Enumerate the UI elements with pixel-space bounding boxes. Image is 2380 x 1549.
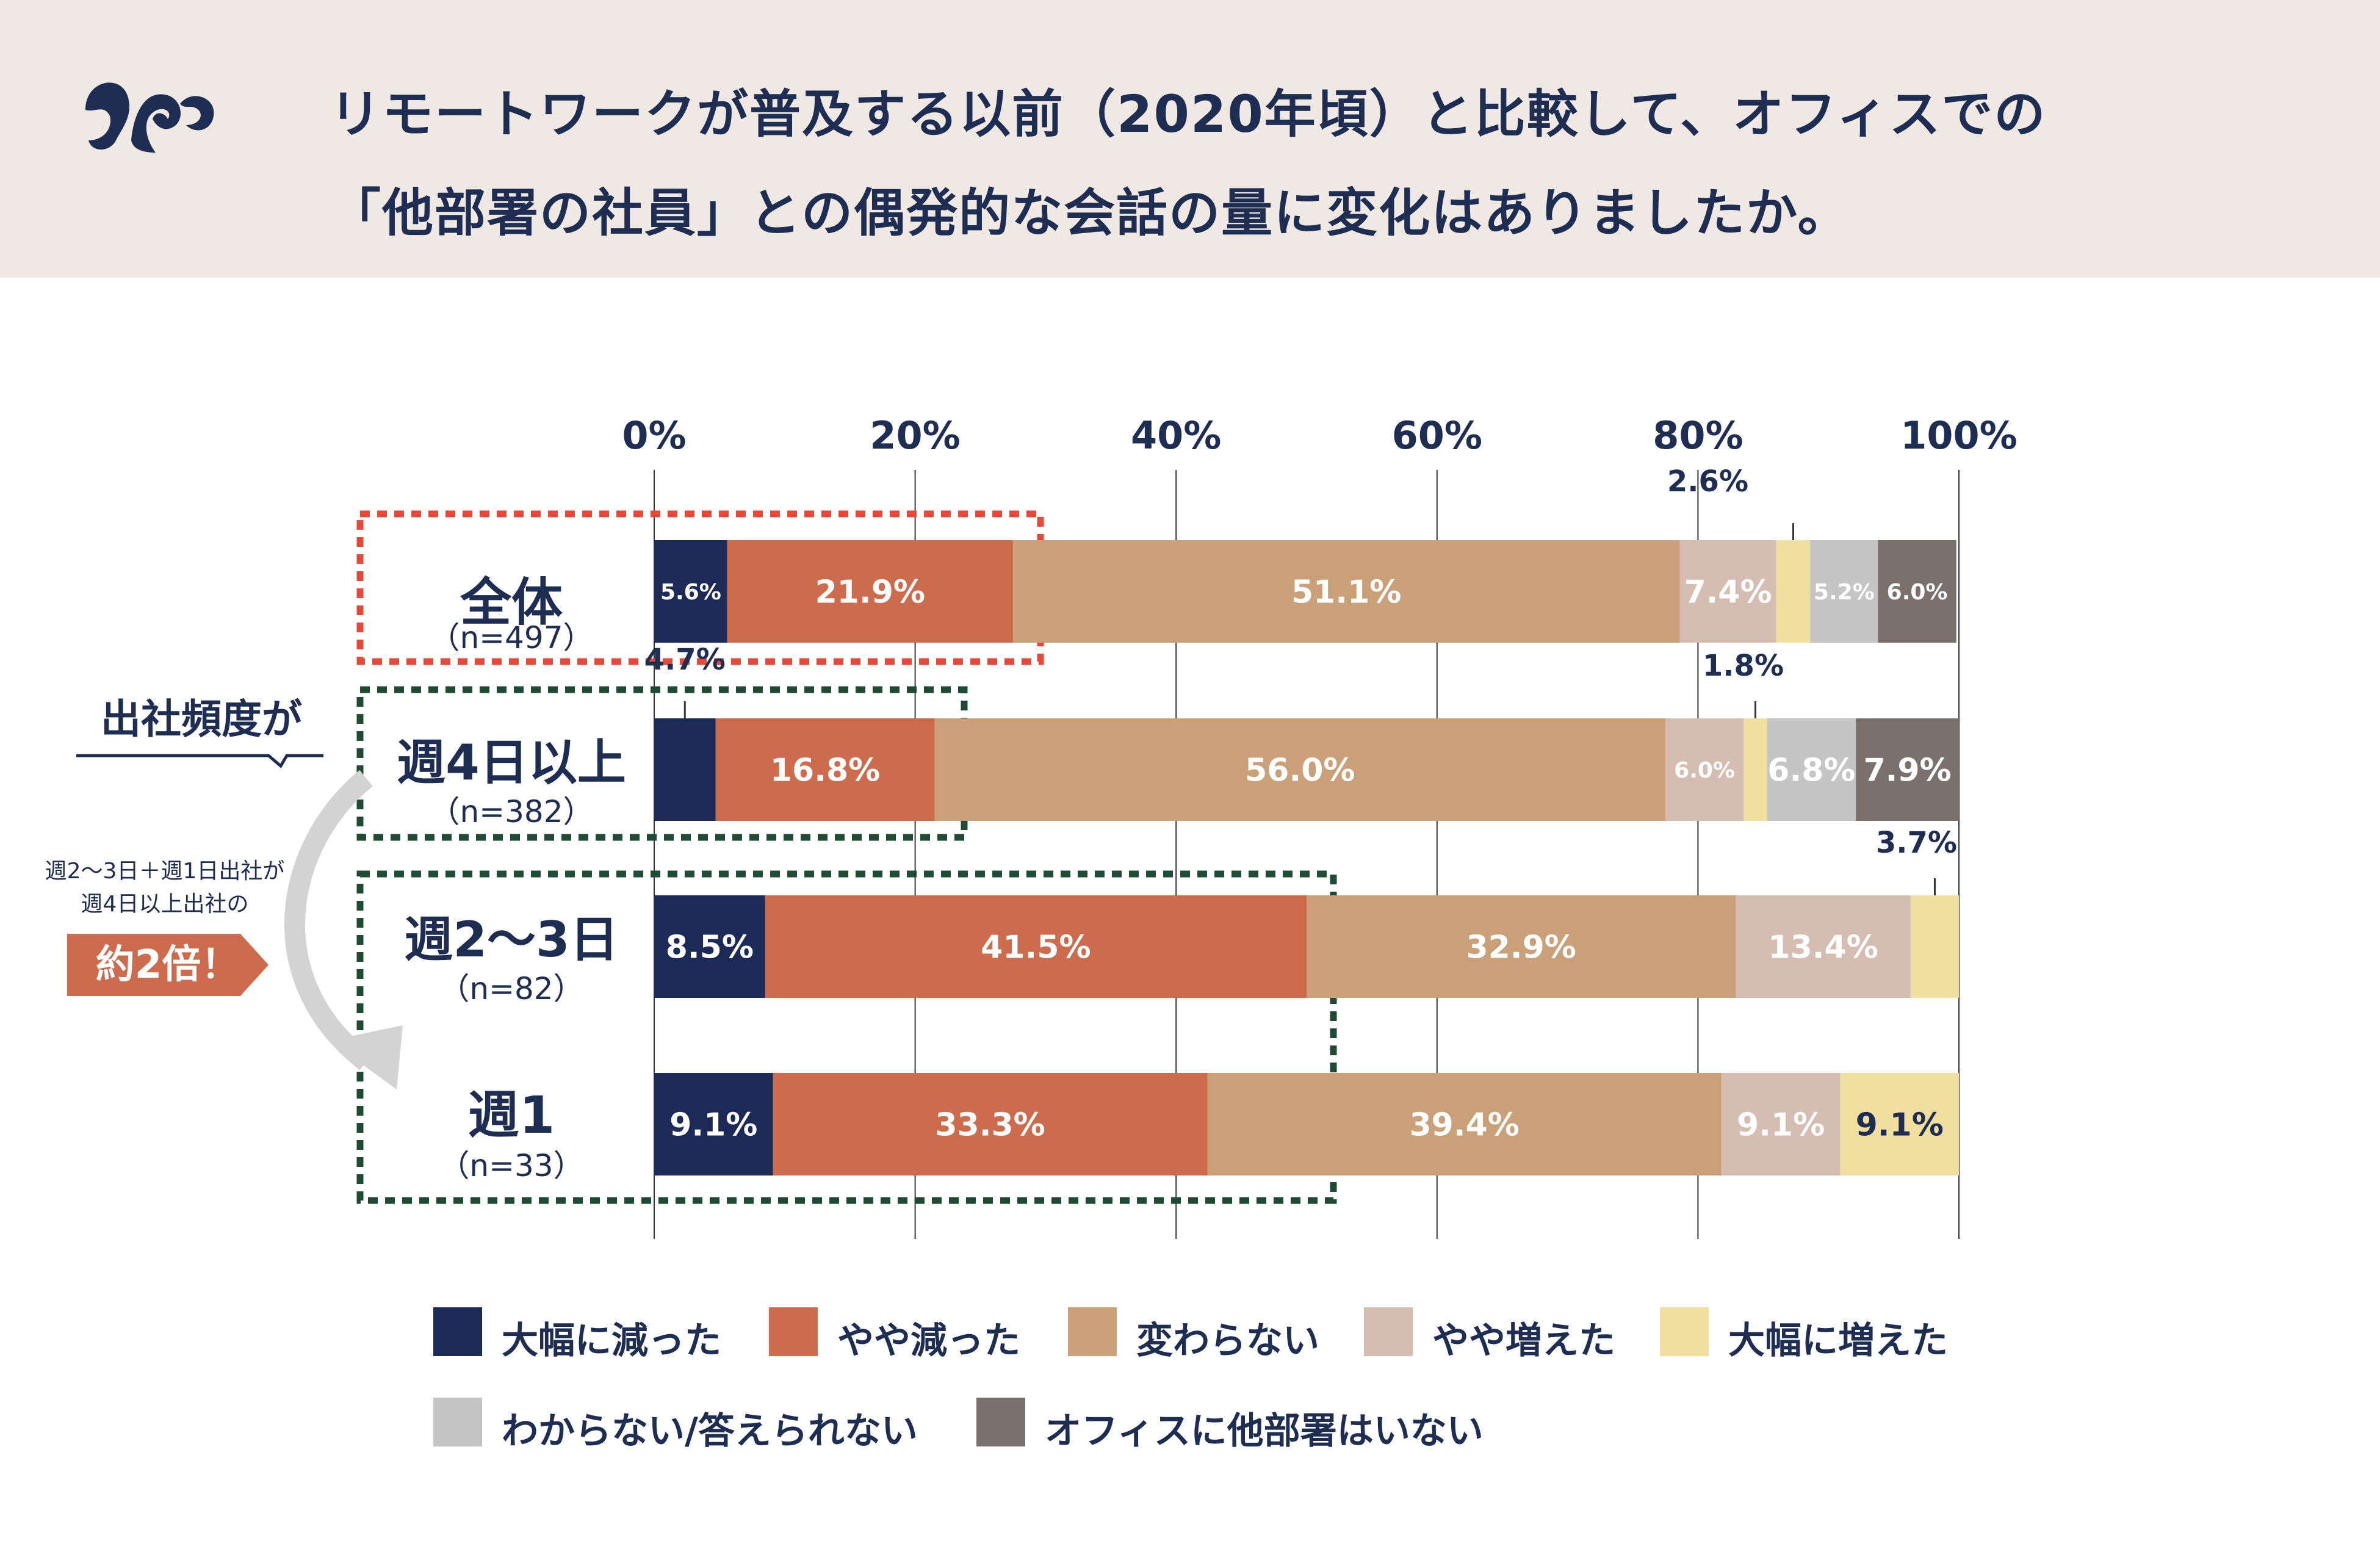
bar-segment [1856, 718, 1959, 821]
legend-swatch [1660, 1307, 1709, 1356]
bar-segment [1840, 1073, 1959, 1175]
bar-segment [727, 540, 1013, 643]
bar-segment [654, 540, 727, 643]
data-label: 6.0% [1674, 758, 1735, 783]
bar-segment [773, 1073, 1208, 1175]
bar-segment [1012, 540, 1680, 643]
data-label: 7.9% [1863, 753, 1951, 789]
legend-swatch [976, 1398, 1025, 1446]
bar-segment [654, 1073, 773, 1175]
bar-segment [1207, 1073, 1722, 1175]
data-label: 9.1% [1737, 1107, 1825, 1144]
legend-swatch [433, 1307, 482, 1356]
bars [654, 540, 1959, 1175]
data-label: 51.1% [1291, 574, 1401, 611]
bar-segment [765, 895, 1307, 998]
arrow-head [330, 1025, 403, 1089]
data-label: 39.4% [1409, 1107, 1519, 1144]
frequency-underline [76, 754, 323, 768]
comparison-note-line-1: 週2〜3日＋週1日出社が [45, 859, 285, 884]
bar-segment [654, 718, 716, 821]
data-label: 7.4% [1684, 574, 1772, 611]
bar-segment [934, 718, 1665, 821]
bar-segment [1679, 540, 1776, 643]
category-name: 週4日以上 [397, 734, 626, 791]
data-label: 16.8% [770, 753, 880, 789]
comparison-note-line-2: 週4日以上出社の [81, 892, 249, 917]
data-label: 56.0% [1245, 753, 1355, 789]
x-tick-label: 100% [1900, 413, 2018, 458]
category-sample-size: （n=82） [439, 971, 584, 1006]
data-label: 5.6% [660, 580, 721, 605]
data-label: 5.2% [1814, 580, 1875, 605]
data-label: 33.3% [935, 1107, 1045, 1144]
bar-segment [1665, 718, 1744, 821]
bar-segment [1878, 540, 1956, 643]
legend-label: わからない/答えられない [502, 1410, 918, 1453]
category-name: 週1 [467, 1085, 555, 1145]
legend-swatch [433, 1398, 482, 1446]
x-tick-label: 20% [870, 413, 960, 458]
data-label: 13.4% [1768, 930, 1878, 966]
bar-segment [715, 718, 935, 821]
legend-label: オフィスに他部署はいない [1045, 1410, 1484, 1453]
bar-segment [1767, 718, 1856, 821]
data-label: 8.5% [666, 930, 754, 966]
header-band: リモートワークが普及する以前（2020年頃）と比較して、オフィスでの 「他部署の… [0, 0, 2380, 278]
x-tick-label: 0% [622, 413, 686, 458]
data-label: 41.5% [981, 930, 1091, 966]
bar-segment [1307, 895, 1736, 998]
chart-title-line-1: リモートワークが普及する以前（2020年頃）と比較して、オフィスでの [330, 84, 2047, 144]
bar-segment [1776, 540, 1811, 643]
bar-segment [1810, 540, 1878, 643]
x-tick-label: 40% [1131, 413, 1221, 458]
data-labels: 5.6% 21.9% 51.1% 7.4% 2.6% 5.2% 6.0% 4.7% 16.8% 5… [644, 464, 1957, 1144]
data-label: 21.9% [815, 574, 925, 611]
chart-title-line-2: 「他部署の社員」との偶発的な会話の量に変化はありましたか。 [330, 183, 1850, 243]
data-label-outside: 4.7% [644, 643, 726, 677]
category-name: 週2〜3日 [404, 911, 619, 968]
x-tick-label: 80% [1653, 413, 1743, 458]
category-sample-size: （n=382） [429, 794, 594, 829]
bar-segment [1736, 895, 1911, 998]
category-sample-size: （n=33） [439, 1148, 584, 1183]
bar-segment [1910, 895, 1959, 998]
data-label-outside: 1.8% [1703, 649, 1784, 683]
legend-label: やや増えた [1432, 1320, 1615, 1362]
data-label-outside: 2.6% [1667, 464, 1748, 499]
callout-badge: 約2倍！ [67, 934, 269, 996]
bar-segment [1721, 1073, 1841, 1175]
legend-swatch [1364, 1307, 1413, 1356]
data-label-outside: 3.7% [1876, 826, 1957, 860]
legend-label: 大幅に増えた [1728, 1320, 1948, 1362]
frequency-label: 出社頻度が [101, 696, 302, 743]
arrow-curve [284, 770, 373, 1071]
bar-segment [1744, 718, 1767, 821]
squirrel-logo-icon [85, 82, 214, 153]
legend-label: 変わらない [1136, 1320, 1319, 1362]
category-name: 全体 [460, 572, 563, 632]
curved-arrow [284, 770, 403, 1089]
category-sample-size: （n=497） [429, 620, 594, 655]
data-label: 32.9% [1466, 930, 1576, 966]
highlight-box [356, 870, 1337, 1204]
x-tick-label: 60% [1392, 413, 1482, 458]
bar-segment [654, 895, 765, 998]
data-label: 9.1% [669, 1107, 757, 1144]
data-label: 9.1% [1856, 1107, 1944, 1144]
legend-swatch [769, 1307, 818, 1356]
legend-label: やや減った [837, 1320, 1020, 1362]
legend-swatch [1068, 1307, 1117, 1356]
data-label: 6.0% [1887, 580, 1948, 605]
x-axis-ticks: 0% 20% 40% 60% 80% 100% [622, 413, 2017, 458]
legend-label: 大幅に減った [502, 1320, 721, 1362]
data-label: 6.8% [1767, 753, 1855, 789]
